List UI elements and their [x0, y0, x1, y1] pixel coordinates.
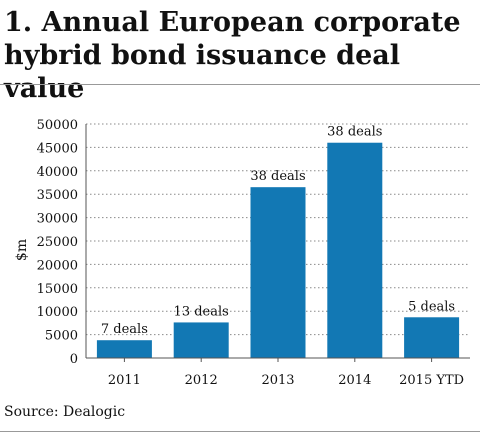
y-tick-label: 0 [70, 352, 78, 367]
y-tick-label: 10000 [37, 305, 78, 320]
y-tick-label: 35000 [37, 188, 78, 203]
y-tick-label: 5000 [45, 329, 78, 344]
y-tick-label: 25000 [37, 235, 78, 250]
data-label: 38 deals [250, 169, 305, 184]
x-tick-label: 2014 [338, 373, 371, 388]
y-tick-label: 15000 [37, 282, 78, 297]
y-tick-label: 20000 [37, 258, 78, 273]
y-axis: 0 5000 10000 15000 20000 25000 30000 35000 40000… [37, 118, 87, 367]
data-label: 38 deals [327, 125, 382, 140]
data-label: 5 deals [408, 299, 455, 314]
y-tick-label: 30000 [37, 212, 78, 227]
data-label: 13 deals [174, 304, 229, 319]
bar [173, 322, 229, 358]
title-divider [0, 84, 480, 85]
data-label: 7 deals [101, 322, 148, 337]
x-axis: 2011 2012 2013 2014 2015 YTD [86, 357, 470, 388]
x-tick-label: 2013 [261, 373, 294, 388]
x-tick-label: 2011 [108, 373, 141, 388]
bar [404, 317, 460, 358]
bars: 7 deals 13 deals 38 deals 38 deals 5 deals [96, 125, 460, 358]
bar [96, 340, 152, 358]
chart-title: 1. Annual European corporate hybrid bond… [4, 7, 461, 104]
x-tick-label: 2012 [185, 373, 218, 388]
x-tick-label: 2015 YTD [399, 373, 464, 388]
y-tick-label: 50000 [37, 118, 78, 133]
y-axis-label: $m [14, 239, 30, 261]
source-note: Source: Dealogic [4, 404, 126, 420]
y-tick-label: 45000 [37, 141, 78, 156]
bar [327, 142, 383, 358]
bar [250, 187, 306, 358]
y-tick-label: 40000 [37, 165, 78, 180]
